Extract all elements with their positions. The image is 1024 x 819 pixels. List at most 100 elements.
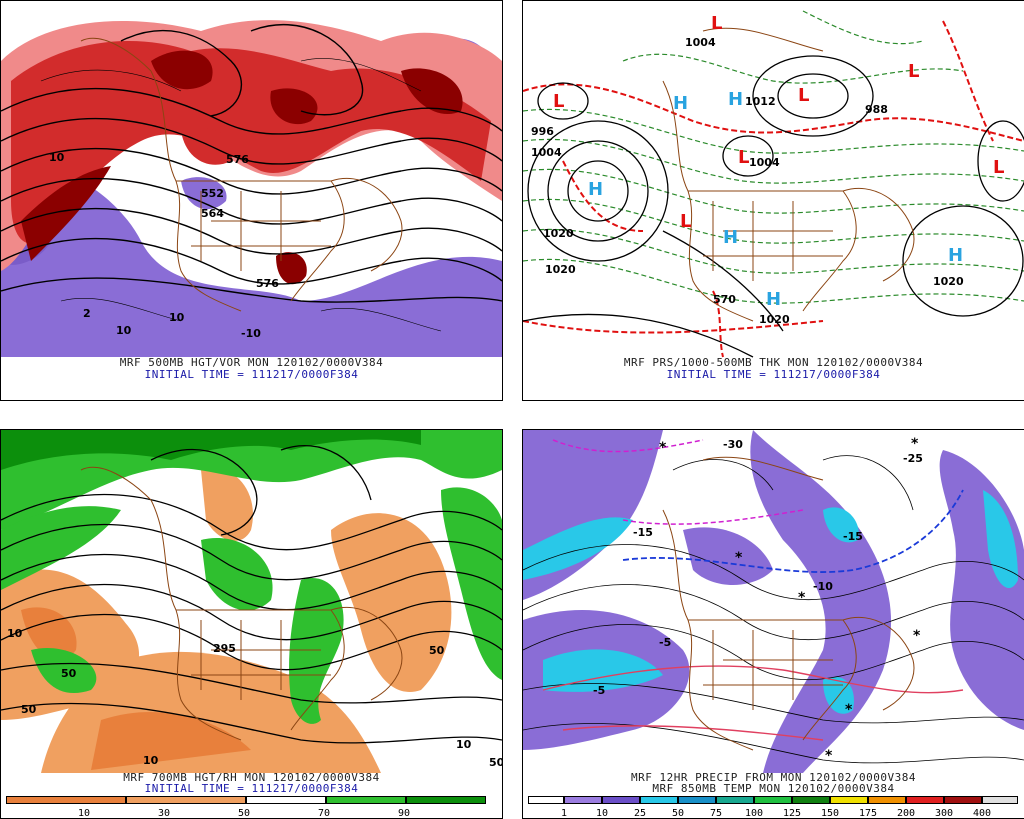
panel-500mb-init-time: INITIAL TIME = 111217/0000F384 bbox=[144, 368, 359, 381]
isobar-label-1004-a: 1004 bbox=[685, 36, 716, 49]
low-marker-1: L bbox=[711, 13, 722, 34]
contour-label-10-b: 10 bbox=[116, 324, 132, 337]
isobar-label-996: 996 bbox=[531, 125, 554, 138]
high-marker-2: H bbox=[673, 93, 688, 114]
map-precip: * * * * * * * -30 -25 -15 -10 -5 -5 -15 bbox=[523, 430, 1024, 773]
precip-tick-1: 1 bbox=[560, 808, 568, 819]
svg-text:*: * bbox=[735, 550, 743, 566]
precip-bin-300 bbox=[944, 796, 982, 804]
isobar-label-1020-d: 1020 bbox=[933, 275, 964, 288]
contour-label-564: 564 bbox=[201, 207, 224, 220]
precip-bin-175 bbox=[868, 796, 906, 804]
isobar-label-1012: 1012 bbox=[745, 95, 776, 108]
panel-precip-title: MRF 12HR PRECIP FROM MON 120102/0000V384 bbox=[631, 771, 916, 784]
precip-bin-25 bbox=[640, 796, 678, 804]
rh-bin-20-40 bbox=[126, 796, 246, 804]
temp-label-minus10: -10 bbox=[813, 580, 833, 593]
isobar-label-1020-c: 1020 bbox=[759, 313, 790, 326]
svg-text:*: * bbox=[913, 628, 921, 644]
temp-label-minus5-a: -5 bbox=[659, 636, 671, 649]
contour-label-minus10: -10 bbox=[241, 327, 261, 340]
isobar-label-1004-b: 1004 bbox=[531, 146, 562, 159]
precip-tick-10: 10 bbox=[595, 808, 609, 819]
contour-label-10-c: 10 bbox=[169, 311, 185, 324]
svg-text:*: * bbox=[825, 748, 833, 764]
map-700mb: 10 50 10 50 50 295 10 50 bbox=[1, 430, 502, 773]
svg-text:*: * bbox=[659, 440, 667, 456]
precip-bin-0 bbox=[528, 796, 564, 804]
precip-bin-10 bbox=[602, 796, 640, 804]
rh-tick-10: 10 bbox=[77, 808, 91, 819]
precip-tick-200: 200 bbox=[896, 808, 916, 819]
temp-label-minus15-b: -15 bbox=[843, 530, 863, 543]
low-marker-6: L bbox=[908, 61, 919, 82]
precip-bin-75 bbox=[716, 796, 754, 804]
panel-prs-thickness: H H H H H H L L L L L L L 1004 996 1004 … bbox=[522, 0, 1024, 401]
low-marker-3: L bbox=[798, 85, 809, 106]
panel-prs-init-time: INITIAL TIME = 111217/0000F384 bbox=[666, 368, 881, 381]
precip-colorbar: 1 10 25 50 75 100 125 150 175 200 300 40… bbox=[528, 796, 1018, 819]
rh-label-50-a: 50 bbox=[21, 703, 37, 716]
panel-700mb-init-time: INITIAL TIME = 111217/0000F384 bbox=[144, 782, 359, 795]
precip-bin-50 bbox=[678, 796, 716, 804]
temp-label-minus15-a: -15 bbox=[633, 526, 653, 539]
contour-label-576-b: 576 bbox=[256, 277, 279, 290]
temp-label-minus25: -25 bbox=[903, 452, 923, 465]
contour-label-10-a: 10 bbox=[49, 151, 65, 164]
rh-colorbar: 10 30 50 70 90 bbox=[6, 796, 486, 819]
rh-bin-60-80 bbox=[326, 796, 406, 804]
isobar-label-1020-a: 1020 bbox=[543, 227, 574, 240]
svg-text:*: * bbox=[845, 702, 853, 718]
temp-label-minus5-b: -5 bbox=[593, 684, 605, 697]
high-marker-3: H bbox=[728, 89, 743, 110]
precip-tick-25: 25 bbox=[633, 808, 647, 819]
rh-bin-80-100 bbox=[406, 796, 486, 804]
precip-bin-100 bbox=[754, 796, 792, 804]
precip-bin-400 bbox=[982, 796, 1018, 804]
precip-tick-175: 175 bbox=[858, 808, 878, 819]
rh-tick-70: 70 bbox=[317, 808, 331, 819]
panel-700mb-hgt-rh: 10 50 10 50 50 295 10 50 MRF 700MB HGT/R… bbox=[0, 429, 503, 819]
low-marker-7: L bbox=[993, 157, 1004, 178]
precip-tick-400: 400 bbox=[972, 808, 992, 819]
low-marker-2: L bbox=[553, 91, 564, 112]
svg-text:*: * bbox=[798, 590, 806, 606]
contour-label-552: 552 bbox=[201, 187, 224, 200]
rh-bin-40-60 bbox=[246, 796, 326, 804]
map-prs-thk: H H H H H H L L L L L L L 1004 996 1004 … bbox=[523, 1, 1024, 358]
thickness-label-570: 570 bbox=[713, 293, 736, 306]
contour-label-2: 2 bbox=[83, 307, 91, 320]
panel-prs-title: MRF PRS/1000-500MB THK MON 120102/0000V3… bbox=[623, 356, 924, 369]
panel-500mb-title: MRF 500MB HGT/VOR MON 120102/0000V384 bbox=[119, 356, 384, 369]
precip-tick-75: 75 bbox=[709, 808, 723, 819]
high-marker-4: H bbox=[723, 227, 738, 248]
map-500mb: 552 564 576 576 10 10 -10 2 10 bbox=[1, 1, 502, 357]
precip-tick-150: 150 bbox=[820, 808, 840, 819]
precip-tick-300: 300 bbox=[934, 808, 954, 819]
rh-label-10-b: 10 bbox=[143, 754, 159, 767]
high-marker-1: H bbox=[588, 179, 603, 200]
isobar-label-1004-c: 1004 bbox=[749, 156, 780, 169]
low-marker-4: L bbox=[738, 147, 749, 168]
rh-label-10-a: 10 bbox=[7, 627, 23, 640]
precip-tick-125: 125 bbox=[782, 808, 802, 819]
rh-tick-50: 50 bbox=[237, 808, 251, 819]
precip-bin-150 bbox=[830, 796, 868, 804]
panel-700mb-title: MRF 700MB HGT/RH MON 120102/0000V384 bbox=[123, 771, 380, 784]
precip-bin-125 bbox=[792, 796, 830, 804]
precip-bin-200 bbox=[906, 796, 944, 804]
rh-tick-30: 30 bbox=[157, 808, 171, 819]
temp-label-minus30: -30 bbox=[723, 438, 743, 451]
isobar-label-988: 988 bbox=[865, 103, 888, 116]
rh-label-10-c: 10 bbox=[456, 738, 472, 751]
rh-bin-0-20 bbox=[6, 796, 126, 804]
panel-500mb-hgt-vor: 552 564 576 576 10 10 -10 2 10 MRF 500MB… bbox=[0, 0, 503, 401]
rh-label-50-b: 50 bbox=[429, 644, 445, 657]
precip-tick-100: 100 bbox=[744, 808, 764, 819]
svg-text:*: * bbox=[911, 436, 919, 452]
contour-label-576-a: 576 bbox=[226, 153, 249, 166]
panel-850temp-title: MRF 850MB TEMP MON 120102/0000V384 bbox=[652, 782, 895, 795]
rh-label-50-c: 50 bbox=[61, 667, 77, 680]
high-marker-5: H bbox=[766, 289, 781, 310]
hgt-label-295: 295 bbox=[213, 642, 236, 655]
